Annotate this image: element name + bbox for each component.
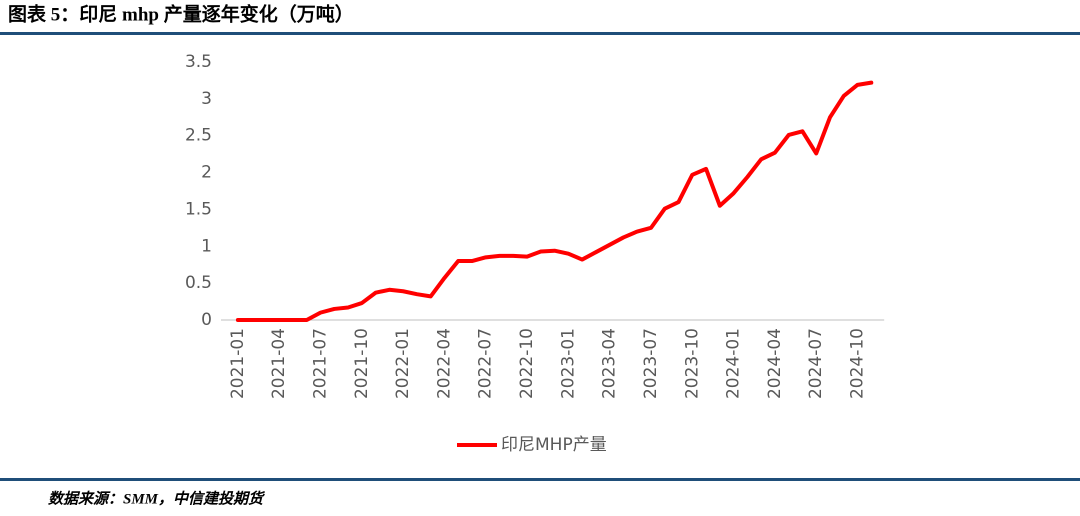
y-tick-label: 1.5 xyxy=(185,199,212,219)
x-tick-label: 2022-10 xyxy=(517,328,537,399)
x-tick-label: 2024-04 xyxy=(765,328,785,399)
x-tick-label: 2024-07 xyxy=(806,328,826,399)
top-rule xyxy=(0,32,1080,35)
y-tick-label: 3.5 xyxy=(185,52,212,72)
x-tick-label: 2023-04 xyxy=(600,328,620,399)
y-tick-label: 2 xyxy=(201,163,212,183)
data-line xyxy=(235,80,874,322)
x-tick-label: 2024-01 xyxy=(724,328,744,399)
x-tick-label: 2021-01 xyxy=(228,328,248,399)
x-tick-label: 2023-07 xyxy=(641,328,661,399)
chart-title: 图表 5：印尼 mhp 产量逐年变化（万吨） xyxy=(8,2,354,25)
y-tick-label: 3 xyxy=(201,89,212,109)
legend-label: 印尼MHP产量 xyxy=(501,435,607,455)
y-tick-label: 2.5 xyxy=(185,126,212,146)
x-tick-label: 2021-07 xyxy=(311,328,331,399)
x-tick-label: 2022-07 xyxy=(476,328,496,399)
x-tick-label: 2021-04 xyxy=(269,328,289,399)
y-tick-label: 0.5 xyxy=(185,273,212,293)
x-tick-label: 2022-01 xyxy=(393,328,413,399)
x-tick-label: 2021-10 xyxy=(352,328,372,399)
x-tick-label: 2023-10 xyxy=(682,328,702,399)
x-tick-label: 2022-04 xyxy=(434,328,454,399)
source-note: 数据来源：SMM，中信建投期货 xyxy=(48,489,266,507)
bottom-rule xyxy=(0,478,1080,481)
y-tick-label: 0 xyxy=(201,310,212,330)
x-tick-label: 2024-10 xyxy=(848,328,868,399)
y-tick-label: 1 xyxy=(201,236,212,256)
x-tick-label: 2023-01 xyxy=(558,328,578,399)
